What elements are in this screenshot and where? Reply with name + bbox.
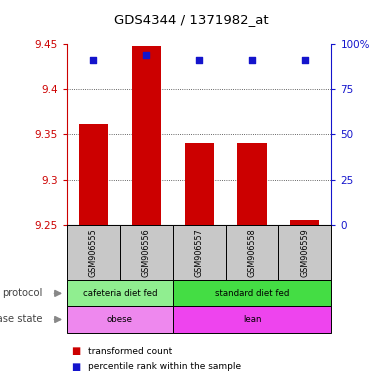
Point [90, 57, 97, 63]
Bar [290, 220, 319, 225]
Bar [132, 46, 161, 225]
Text: lean: lean [243, 315, 261, 324]
Point [143, 52, 149, 58]
Bar [79, 124, 108, 225]
Text: GSM906555: GSM906555 [89, 228, 98, 277]
Text: obese: obese [107, 315, 133, 324]
Text: protocol: protocol [2, 288, 42, 298]
Text: ■: ■ [71, 346, 80, 356]
Text: percentile rank within the sample: percentile rank within the sample [88, 362, 241, 371]
Point [196, 57, 202, 63]
Bar [185, 144, 214, 225]
Text: GDS4344 / 1371982_at: GDS4344 / 1371982_at [114, 13, 269, 26]
Text: standard diet fed: standard diet fed [215, 289, 289, 298]
Text: ■: ■ [71, 362, 80, 372]
Point [302, 57, 308, 63]
Point [249, 57, 255, 63]
Text: GSM906559: GSM906559 [300, 228, 309, 277]
Text: disease state: disease state [0, 314, 42, 324]
Text: cafeteria diet fed: cafeteria diet fed [83, 289, 157, 298]
Text: transformed count: transformed count [88, 347, 172, 356]
Text: GSM906557: GSM906557 [195, 228, 204, 277]
Text: GSM906556: GSM906556 [142, 228, 151, 277]
Text: GSM906558: GSM906558 [247, 228, 257, 277]
Bar [237, 144, 267, 225]
